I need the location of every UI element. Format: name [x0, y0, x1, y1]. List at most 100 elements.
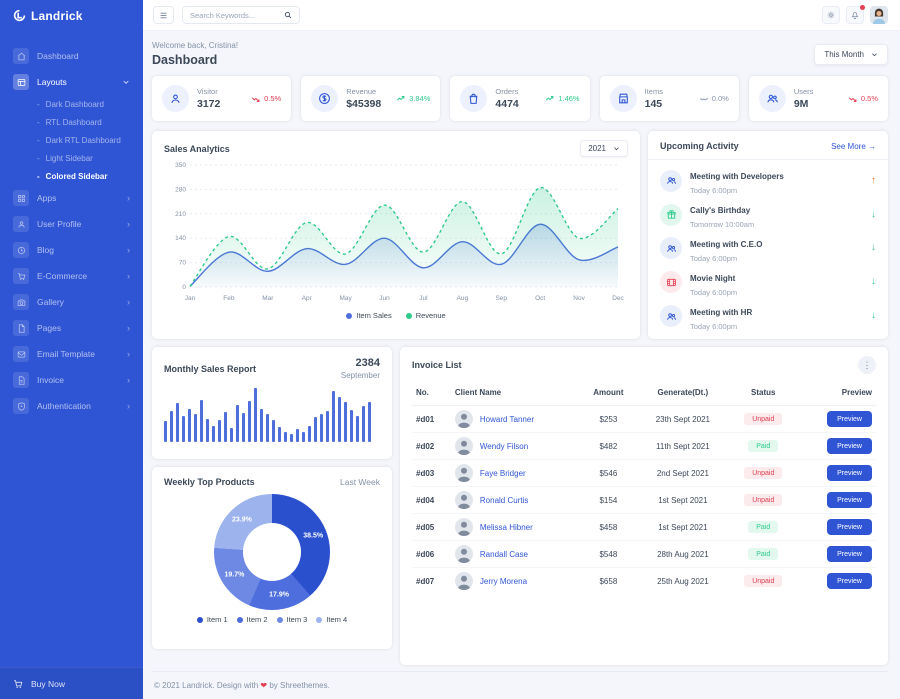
trend-down-icon: [848, 94, 858, 104]
activity-item[interactable]: Meeting with HR Today 6:00pm ↓: [660, 302, 876, 331]
legend-dot-revenue: [405, 312, 412, 319]
column-client-name: Client Name: [450, 380, 581, 406]
client-name-link[interactable]: Faye Bridger: [479, 468, 526, 478]
chevron-right-icon: ›: [127, 192, 130, 203]
preview-button[interactable]: Preview: [827, 438, 872, 454]
svg-text:May: May: [339, 295, 352, 302]
status-badge: Unpaid: [744, 575, 783, 587]
buy-now-button[interactable]: Buy Now: [0, 667, 143, 699]
svg-text:Jun: Jun: [379, 295, 390, 302]
sidebar-item-dashboard[interactable]: Dashboard: [0, 43, 143, 69]
client-avatar: [455, 545, 473, 563]
sidebar-item-invoice[interactable]: Invoice ›: [0, 367, 143, 393]
donut-slice-label: 19.7%: [224, 571, 245, 579]
dots-vertical-icon: ⋮: [862, 359, 872, 370]
svg-text:Aug: Aug: [457, 295, 469, 302]
client-name-link[interactable]: Jerry Morena: [479, 576, 528, 586]
settings-button[interactable]: [822, 6, 840, 24]
column-generate-date: Generate(Dt.): [636, 380, 730, 406]
sidebar-item-layouts[interactable]: Layouts: [0, 69, 143, 95]
sidebar-item-email-template[interactable]: Email Template ›: [0, 341, 143, 367]
weekly-products-title: Weekly Top Products: [164, 477, 255, 487]
sidebar-item-blog[interactable]: Blog ›: [0, 237, 143, 263]
more-options-button[interactable]: ⋮: [858, 356, 876, 374]
stat-delta: 0.5%: [848, 94, 878, 104]
bar: [314, 417, 317, 442]
legend-dot-item1: [196, 616, 203, 623]
sidebar-subitem-light-sidebar[interactable]: Light Sidebar: [0, 149, 143, 167]
bar: [164, 421, 167, 442]
bar: [200, 399, 203, 442]
bar: [248, 400, 251, 442]
period-select[interactable]: This Month: [814, 43, 888, 65]
stat-card-items: Items 145 0.0%: [599, 76, 739, 121]
activity-item[interactable]: Movie Night Today 6:00pm ↓: [660, 268, 876, 297]
upcoming-activity-title: Upcoming Activity: [660, 141, 739, 151]
see-more-link[interactable]: See More →: [831, 141, 876, 151]
sidebar-item-apps[interactable]: Apps ›: [0, 185, 143, 211]
welcome-text: Welcome back, Cristina!: [152, 41, 239, 50]
sidebar-item-ecommerce[interactable]: E-Commerce ›: [0, 263, 143, 289]
sidebar-subitem-rtl-dashboard[interactable]: RTL Dashboard: [0, 113, 143, 131]
activity-item[interactable]: Cally's Birthday Tomorrow 10:00am ↓: [660, 200, 876, 229]
search-icon: [284, 11, 292, 19]
sidebar-item-pages[interactable]: Pages ›: [0, 315, 143, 341]
arrow-down-icon: ↓: [871, 242, 876, 254]
preview-button[interactable]: Preview: [827, 546, 872, 562]
preview-button[interactable]: Preview: [827, 573, 872, 589]
notifications-button[interactable]: [846, 5, 865, 24]
upcoming-activity-card: Upcoming Activity See More → Meeting wit…: [648, 131, 888, 339]
client-avatar: [455, 491, 473, 509]
activity-item[interactable]: Meeting with C.E.O Today 6:00pm ↓: [660, 234, 876, 263]
preview-button[interactable]: Preview: [827, 519, 872, 535]
client-name-link[interactable]: Wendy Filson: [479, 441, 529, 451]
sidebar-item-user-profile[interactable]: User Profile ›: [0, 211, 143, 237]
brand-logo[interactable]: Landrick: [0, 0, 143, 31]
bar: [188, 408, 191, 442]
bar: [296, 429, 299, 442]
weekly-products-legend: Item 1 Item 2 Item 3 Item 4: [164, 615, 380, 624]
page-footer: © 2021 Landrick. Design with ❤ by Shreet…: [152, 671, 888, 699]
sidebar-subitem-dark-rtl-dashboard[interactable]: Dark RTL Dashboard: [0, 131, 143, 149]
stat-card-orders: Orders 4474 1.46%: [450, 76, 590, 121]
notification-dot: [860, 5, 865, 10]
sidebar-item-authentication[interactable]: Authentication ›: [0, 393, 143, 419]
bar: [326, 410, 329, 442]
sidebar-subitem-dark-dashboard[interactable]: Dark Dashboard: [0, 95, 143, 113]
sidebar-item-label: Layouts: [37, 77, 67, 87]
bar: [182, 416, 185, 442]
bell-icon: [850, 10, 860, 20]
chevron-right-icon: ›: [127, 400, 130, 411]
invoice-list-card: Invoice List ⋮ No. Client Name Amount Ge…: [400, 347, 888, 665]
svg-text:210: 210: [175, 211, 186, 218]
svg-text:280: 280: [175, 186, 186, 193]
clock-icon: [13, 242, 29, 258]
search-input[interactable]: [190, 10, 280, 20]
year-select[interactable]: 2021: [580, 140, 628, 157]
invoice-row: #d06 Randall Case $548 28th Aug 2021 Pai…: [412, 540, 876, 568]
sidebar-item-gallery[interactable]: Gallery ›: [0, 289, 143, 315]
film-icon: [660, 271, 682, 294]
hamburger-menu-button[interactable]: [153, 6, 174, 24]
status-badge: Paid: [748, 521, 779, 533]
activity-item[interactable]: Meeting with Developers Today 6:00pm ↑: [660, 166, 876, 195]
file-icon: [13, 320, 29, 336]
chevron-down-icon: [871, 51, 878, 58]
preview-button[interactable]: Preview: [827, 492, 872, 508]
client-name-link[interactable]: Randall Case: [479, 549, 528, 559]
svg-text:140: 140: [175, 235, 186, 242]
client-name-link[interactable]: Howard Tanner: [479, 414, 534, 424]
stat-delta: 0.0%: [699, 94, 729, 104]
client-name-link[interactable]: Melissa Hibner: [479, 522, 533, 532]
preview-button[interactable]: Preview: [827, 465, 872, 481]
svg-text:Jan: Jan: [185, 295, 196, 302]
sidebar-subitem-colored-sidebar[interactable]: Colored Sidebar: [0, 167, 143, 185]
activity-list: Meeting with Developers Today 6:00pm ↑ Ca…: [648, 160, 888, 339]
preview-button[interactable]: Preview: [827, 411, 872, 427]
client-name-link[interactable]: Ronald Curtis: [479, 495, 529, 505]
cart-icon: [13, 268, 29, 284]
bar: [362, 406, 365, 442]
invoice-table: No. Client Name Amount Generate(Dt.) Sta…: [412, 380, 876, 594]
user-avatar[interactable]: [870, 6, 888, 24]
monthly-sales-month: September: [340, 371, 380, 380]
